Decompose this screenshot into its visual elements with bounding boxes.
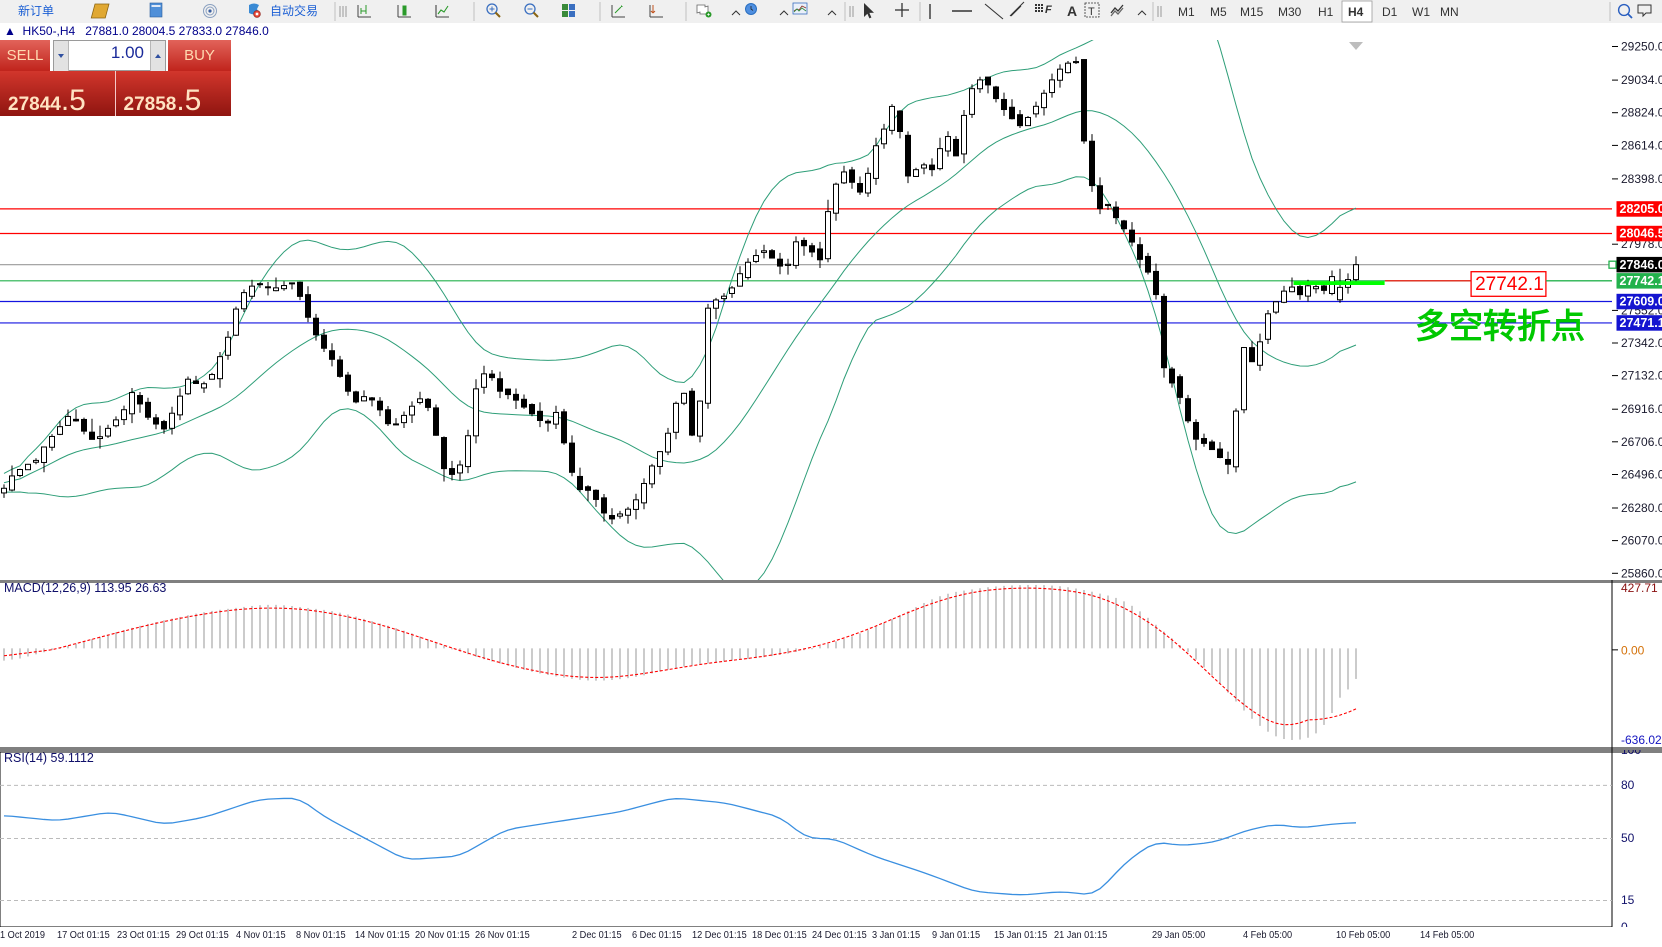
svg-text:28205.0: 28205.0	[1620, 202, 1662, 216]
svg-text:27342.0: 27342.0	[1621, 336, 1662, 350]
svg-text:D1: D1	[1382, 5, 1398, 19]
svg-text:W1: W1	[1412, 5, 1430, 19]
svg-text:M5: M5	[1210, 5, 1227, 19]
svg-text:27132.0: 27132.0	[1621, 369, 1662, 383]
svg-text:M1: M1	[1178, 5, 1195, 19]
svg-text:427.71: 427.71	[1621, 581, 1658, 595]
svg-text:T: T	[1088, 6, 1095, 18]
svg-text:28398.0: 28398.0	[1621, 172, 1662, 186]
svg-text:0: 0	[1621, 920, 1628, 927]
svg-text:29034.0: 29034.0	[1621, 73, 1662, 87]
svg-text:15: 15	[1621, 893, 1635, 907]
svg-text:27742.1: 27742.1	[1475, 274, 1544, 295]
svg-text:MN: MN	[1440, 5, 1459, 19]
svg-text:27846.0: 27846.0	[1620, 258, 1662, 272]
svg-text:H1: H1	[1318, 5, 1334, 19]
svg-text:100: 100	[1621, 750, 1641, 757]
svg-text:28614.0: 28614.0	[1621, 138, 1662, 152]
svg-text:50: 50	[1621, 831, 1635, 845]
svg-text:RSI(14) 59.1112: RSI(14) 59.1112	[4, 751, 94, 765]
svg-text:A: A	[1067, 3, 1077, 19]
svg-text:26496.0: 26496.0	[1621, 468, 1662, 482]
svg-text:28046.5: 28046.5	[1620, 227, 1662, 241]
svg-text:28824.0: 28824.0	[1621, 106, 1662, 120]
svg-text:-636.02: -636.02	[1621, 733, 1662, 747]
svg-text:F: F	[1045, 4, 1052, 16]
svg-text:新订单: 新订单	[18, 3, 54, 18]
svg-text:27609.0: 27609.0	[1620, 295, 1662, 309]
svg-text:M30: M30	[1278, 5, 1302, 19]
svg-text:26706.0: 26706.0	[1621, 435, 1662, 449]
svg-text:27471.1: 27471.1	[1620, 316, 1662, 330]
svg-text:27742.1: 27742.1	[1620, 274, 1662, 288]
svg-text:26916.0: 26916.0	[1621, 402, 1662, 416]
svg-text:80: 80	[1621, 778, 1635, 792]
svg-text:多空转折点: 多空转折点	[1415, 308, 1585, 346]
svg-text:29250.0: 29250.0	[1621, 40, 1662, 54]
svg-text:MACD(12,26,9) 113.95 26.63: MACD(12,26,9) 113.95 26.63	[4, 581, 166, 595]
svg-text:0.00: 0.00	[1621, 644, 1645, 658]
svg-text:26280.0: 26280.0	[1621, 501, 1662, 515]
svg-text:M15: M15	[1240, 5, 1264, 19]
svg-text:25860.0: 25860.0	[1621, 566, 1662, 580]
svg-text:H4: H4	[1348, 5, 1364, 19]
svg-text:自动交易: 自动交易	[270, 3, 318, 18]
svg-text:26070.0: 26070.0	[1621, 534, 1662, 548]
